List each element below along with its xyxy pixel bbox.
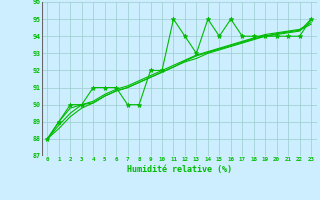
X-axis label: Humidité relative (%): Humidité relative (%) xyxy=(127,165,232,174)
